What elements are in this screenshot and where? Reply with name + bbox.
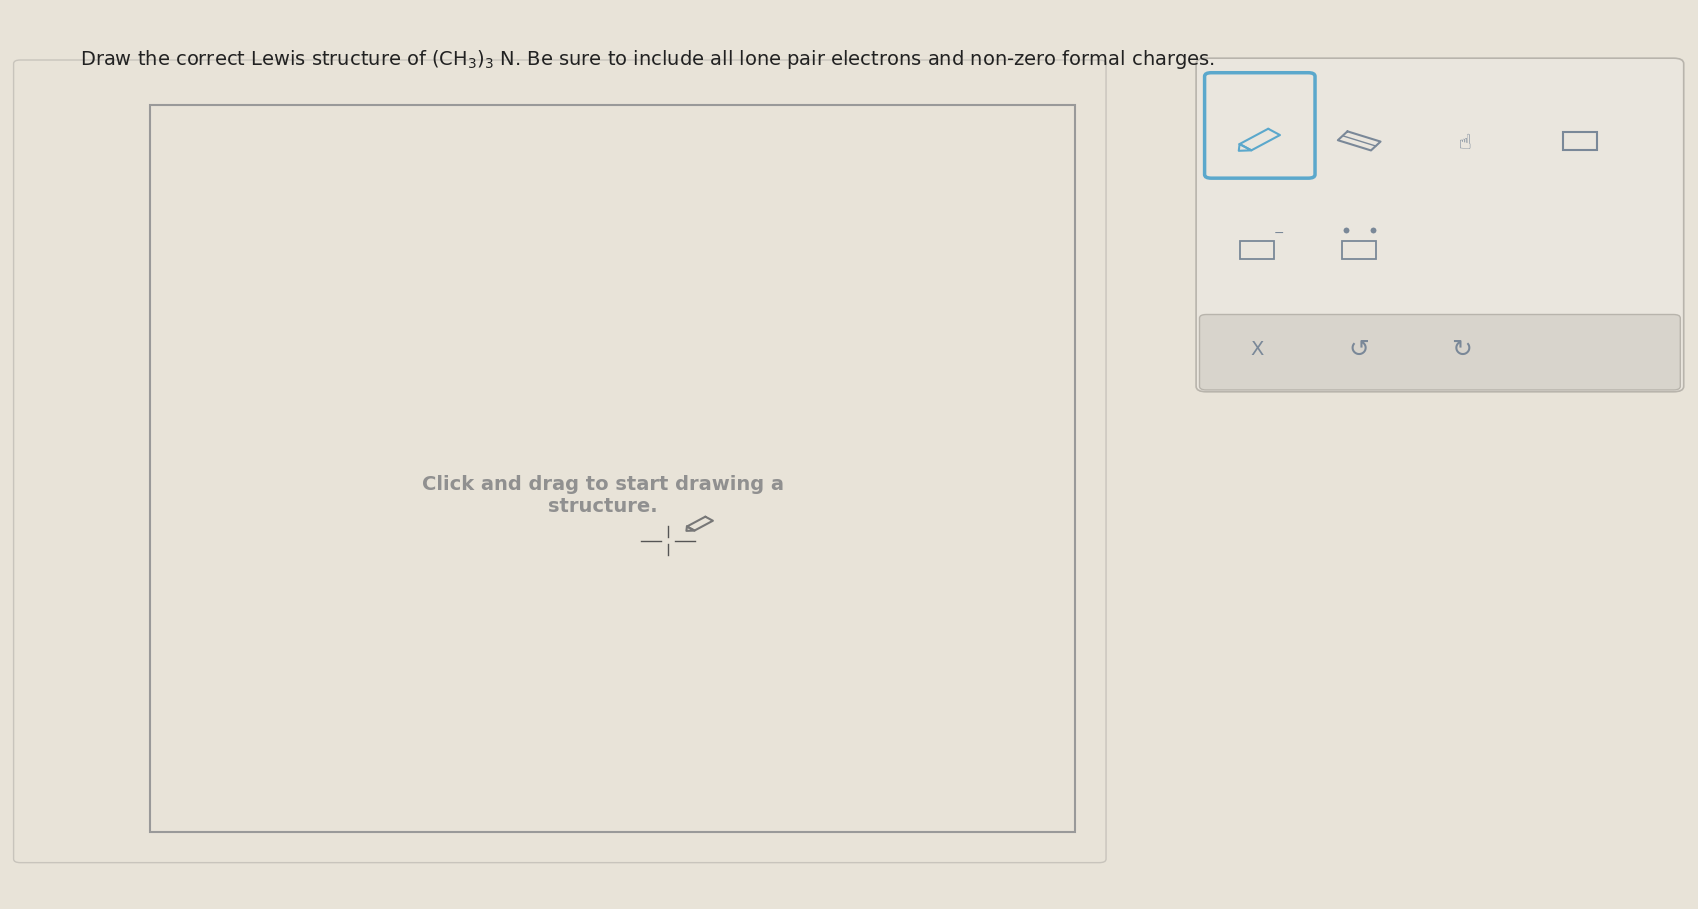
FancyBboxPatch shape [1199, 315, 1679, 390]
Text: −: − [1274, 227, 1284, 240]
Text: Draw the correct Lewis structure of $\mathregular{(CH_3)_3}$ N. Be sure to inclu: Draw the correct Lewis structure of $\ma… [80, 47, 1214, 71]
Text: Click and drag to start drawing a
structure.: Click and drag to start drawing a struct… [421, 474, 784, 516]
Text: ↺: ↺ [1348, 338, 1369, 362]
Bar [1240, 241, 1274, 259]
Text: ↻: ↻ [1450, 338, 1470, 362]
Text: ☜: ☜ [1450, 132, 1470, 150]
FancyBboxPatch shape [1204, 73, 1314, 178]
Text: X: X [1250, 341, 1263, 359]
FancyBboxPatch shape [14, 60, 1105, 863]
Bar [1341, 241, 1375, 259]
Bar [149, 105, 1075, 832]
FancyBboxPatch shape [1195, 58, 1683, 392]
Bar [1562, 132, 1596, 150]
